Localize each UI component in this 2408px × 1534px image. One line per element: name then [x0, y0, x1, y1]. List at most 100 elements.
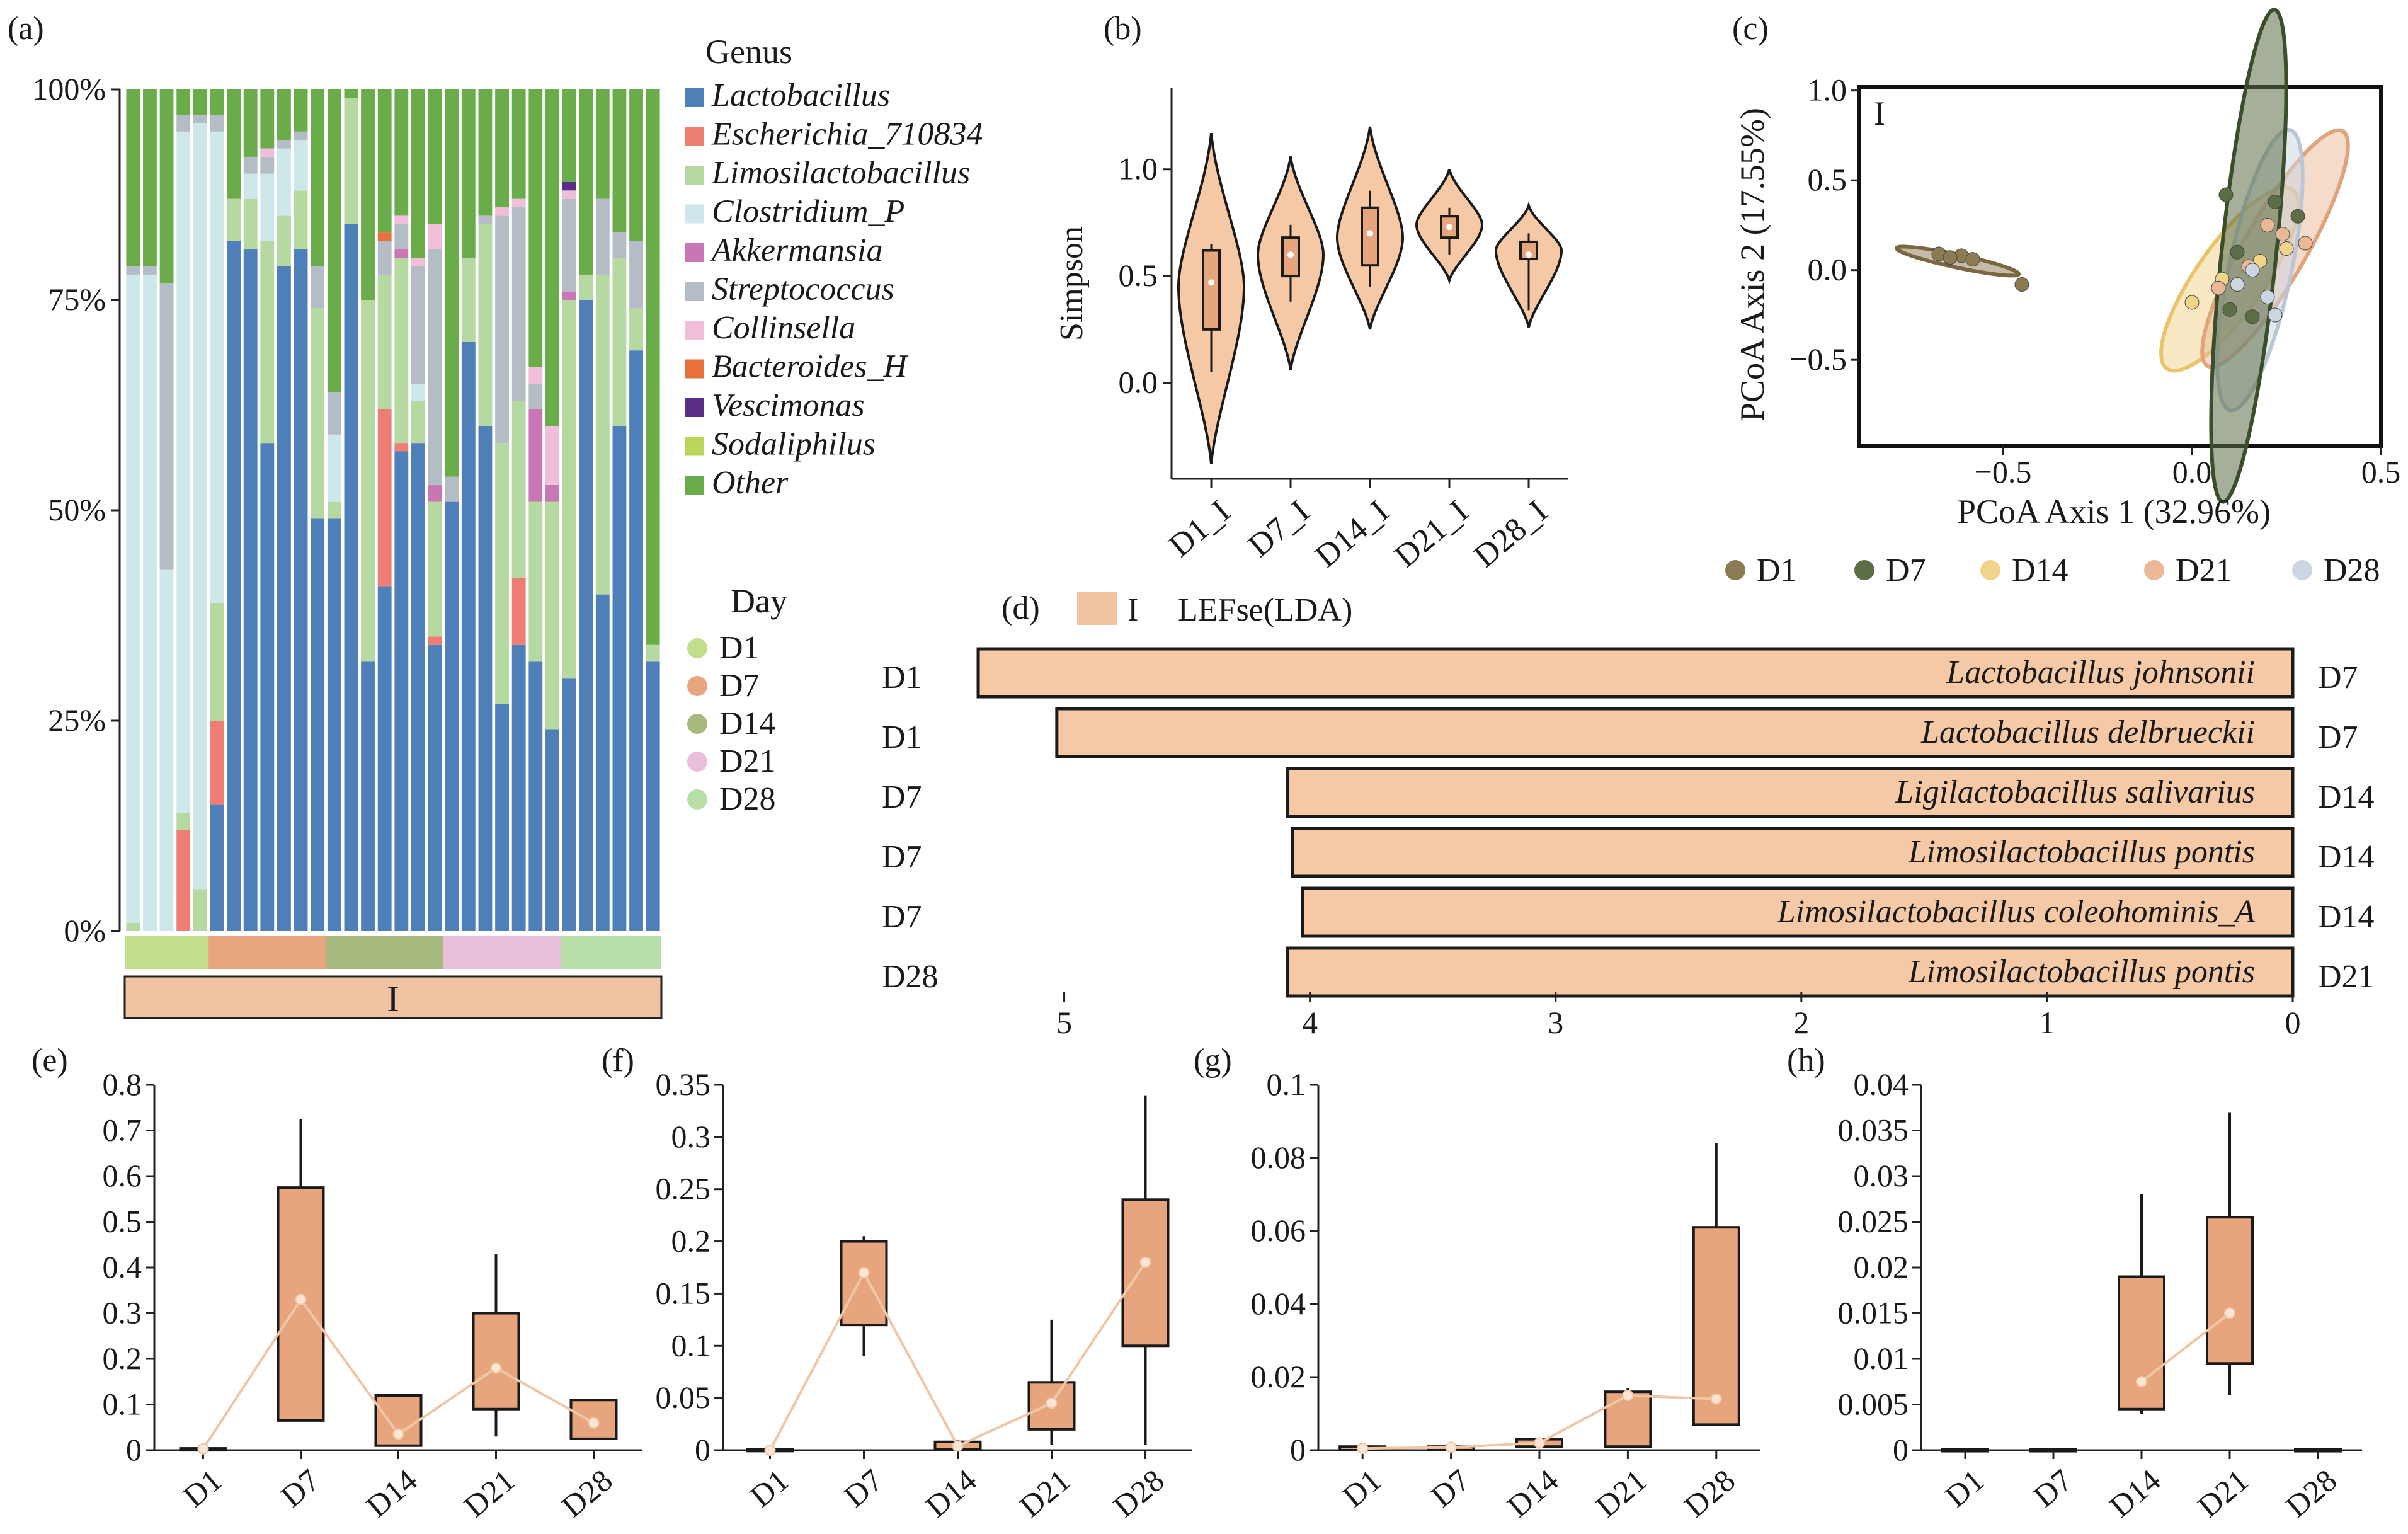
lda-bar-taxon-label: Ligilactobacillus salivarius — [1895, 774, 2255, 810]
day-legend-title: Day — [731, 582, 787, 620]
genus-legend-label: Vescimonas — [712, 387, 865, 423]
legend-swatch — [685, 243, 704, 262]
panel-f-y-tick-label: 0.15 — [656, 1275, 711, 1310]
stacked-bar-segment — [394, 451, 409, 931]
lda-row-right-label: D14 — [2318, 839, 2375, 875]
group-strip-label: I — [387, 978, 399, 1019]
stacked-bar-segment — [595, 89, 610, 199]
stacked-bar-segment — [377, 241, 392, 275]
stacked-bar-segment — [344, 224, 358, 931]
stacked-bar-segment — [394, 89, 409, 216]
day-strip-segment — [561, 936, 661, 969]
panel-h-y-tick-label: 0.035 — [1838, 1113, 1909, 1148]
stacked-bar-segment — [193, 115, 207, 123]
panel-f-x-tick-label: D21 — [1013, 1462, 1077, 1524]
mean-marker — [490, 1362, 502, 1374]
panel-d-x-tick-label: 1 — [2039, 1005, 2055, 1040]
stacked-bar-segment — [528, 89, 543, 367]
panel-f-letter: (f) — [602, 1043, 634, 1079]
panel-d-legend-label: I — [1127, 592, 1138, 628]
panel-c-legend-label: D28 — [2324, 552, 2380, 588]
stacked-bar-segment — [243, 173, 258, 199]
day-legend-label: D21 — [719, 743, 776, 779]
legend-swatch — [685, 321, 704, 340]
panel-h-y-tick-label: 0.02 — [1854, 1249, 1909, 1285]
stacked-bar-segment — [562, 181, 576, 191]
stacked-bar-segment — [511, 207, 526, 401]
stacked-bar-segment — [126, 266, 140, 275]
stacked-bar-segment — [562, 89, 576, 182]
stacked-bar-segment — [126, 274, 140, 923]
stacked-bar-segment — [159, 89, 174, 283]
panel-g-y-tick-label: 0.02 — [1251, 1359, 1306, 1394]
panel-b-letter: (b) — [1104, 11, 1142, 47]
panel-d-title: LEFse(LDA) — [1178, 592, 1352, 628]
stacked-bar-segment — [579, 274, 593, 300]
genus-legend-label: Streptococcus — [712, 272, 894, 307]
panel-h-y-tick-label: 0.03 — [1854, 1158, 1909, 1193]
stacked-bar-segment — [277, 215, 291, 266]
ordination-point — [2245, 309, 2260, 324]
panel-b-x-tick-label: D14_I — [1308, 493, 1395, 575]
panel-d-x-tick-label: 2 — [1793, 1005, 1809, 1040]
legend-swatch — [685, 282, 704, 301]
panel-h-y-tick-label: 0.005 — [1838, 1387, 1909, 1422]
panel-b-y-tick-label: 1.0 — [1119, 151, 1158, 186]
lda-row-right-label: D7 — [2318, 719, 2358, 755]
genus-legend-label: Akkermansia — [710, 232, 882, 268]
panel-e-y-tick-label: 0.8 — [103, 1067, 142, 1102]
stacked-bar-segment — [193, 89, 207, 115]
stacked-bar-segment — [327, 518, 341, 931]
stacked-bar-segment — [277, 148, 291, 216]
panel-c-letter: (c) — [1732, 11, 1769, 47]
stacked-bar-segment — [227, 198, 241, 241]
panel-e-y-tick-label: 0.2 — [103, 1341, 142, 1376]
stacked-bar-segment — [377, 89, 392, 233]
legend-swatch — [687, 714, 707, 734]
panel-b-y-tick-label: 0.5 — [1119, 258, 1158, 293]
legend-swatch — [685, 398, 704, 417]
panel-c-x-tick-label: −0.5 — [1975, 454, 2032, 489]
violin-mean-marker — [1446, 224, 1452, 231]
panel-e-x-tick-label: D21 — [457, 1462, 522, 1524]
lda-bar — [1286, 767, 2295, 818]
ordination-point — [2211, 280, 2226, 295]
panel-c-y-tick-label: −0.5 — [1789, 341, 1847, 377]
panel-c-x-tick-label: 0.5 — [2361, 454, 2401, 489]
panel-g-y-tick-label: 0 — [1290, 1432, 1306, 1467]
panel-g-x-tick-label: D28 — [1677, 1462, 1742, 1524]
stacked-bar-segment — [562, 678, 576, 931]
stacked-bar-segment — [210, 721, 224, 805]
panel-g-y-tick-label: 0.1 — [1267, 1067, 1306, 1102]
legend-swatch — [2144, 560, 2164, 580]
panel-c-y-label: PCoA Axis 2 (17.55%) — [1733, 108, 1771, 421]
stacked-bar-segment — [562, 300, 576, 679]
panel-h-x-tick-label: D21 — [2191, 1462, 2255, 1524]
mean-marker — [2136, 1376, 2147, 1388]
legend-swatch — [685, 437, 704, 456]
ordination-ellipse — [2209, 8, 2288, 504]
stacked-bar-segment — [629, 89, 643, 241]
violin-box — [1202, 249, 1221, 331]
stacked-bar-segment — [243, 156, 258, 174]
legend-swatch — [1077, 592, 1117, 625]
stacked-bar-segment — [260, 148, 275, 157]
stacked-bar-segment — [294, 89, 308, 132]
lda-row-left-label: D7 — [882, 779, 922, 815]
stacked-bar-segment — [311, 518, 325, 931]
panel-h-x-tick-label: D28 — [2279, 1462, 2343, 1524]
stacked-bar-segment — [143, 274, 157, 931]
stacked-bar-segment — [176, 115, 191, 132]
legend-swatch — [687, 752, 707, 772]
panel-b: (b) 0.0 0.5 1.0 Simpson D1_I D7_ID14_ID21_ID28… — [1054, 11, 1568, 575]
stacked-bar-segment — [210, 131, 224, 603]
lda-bar — [1286, 946, 2295, 998]
lda-bar — [1301, 886, 2295, 938]
legend-swatch — [685, 127, 704, 146]
stacked-bar-segment — [612, 89, 627, 233]
mean-marker — [588, 1417, 600, 1429]
box-body — [472, 1312, 520, 1411]
legend-swatch — [685, 88, 704, 107]
